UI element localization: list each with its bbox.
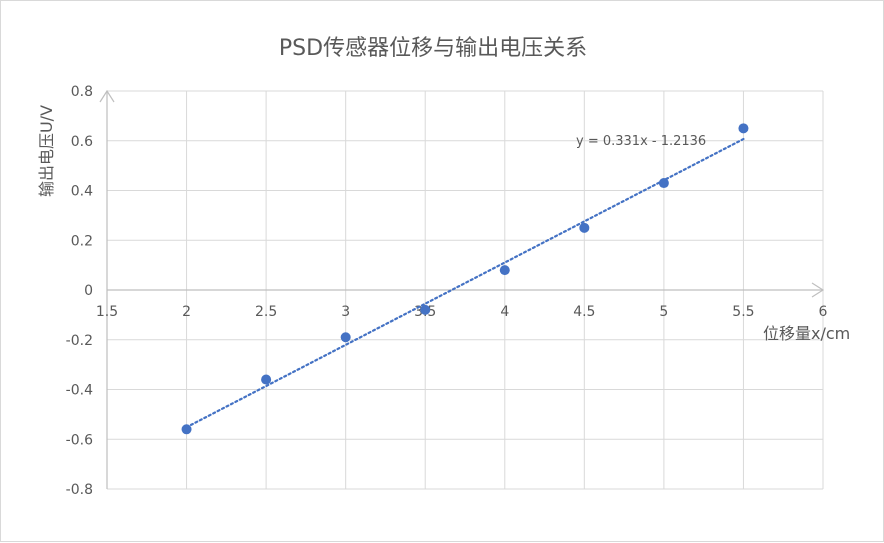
x-tick-label: 1.5 — [96, 304, 118, 320]
x-tick-label: 4.5 — [573, 304, 595, 320]
x-tick-label: 6 — [819, 304, 828, 320]
y-tick-labels: -0.8 -0.6 -0.4 -0.2 0 0.2 0.4 0.6 0.8 — [66, 84, 93, 498]
y-axis-arrow — [99, 89, 115, 103]
x-tick-label: 3 — [341, 304, 350, 320]
trendline-group — [185, 137, 745, 429]
data-point — [579, 222, 590, 233]
data-point — [499, 265, 510, 276]
trendline — [185, 137, 745, 429]
x-tick-label: 2.5 — [255, 304, 277, 320]
x-tick-label: 2 — [182, 304, 191, 320]
data-point — [340, 332, 351, 343]
y-axis-label: 输出电压U/V — [37, 105, 56, 197]
y-tick-label: 0.6 — [71, 134, 93, 150]
y-tick-label: -0.2 — [66, 333, 93, 349]
data-point — [658, 178, 669, 189]
data-point — [261, 374, 272, 385]
data-point — [738, 123, 749, 134]
y-tick-label: 0.8 — [71, 84, 93, 100]
x-tick-label: 5 — [659, 304, 668, 320]
data-point — [181, 424, 192, 435]
x-tick-label: 5.5 — [732, 304, 754, 320]
x-tick-label: 4 — [500, 304, 509, 320]
x-axis-label: 位移量x/cm — [763, 324, 850, 343]
data-points — [181, 123, 749, 435]
y-tick-label: -0.4 — [66, 383, 93, 399]
y-tick-label: -0.6 — [66, 432, 93, 448]
y-tick-label: 0.2 — [71, 233, 93, 249]
y-tick-label: 0.4 — [71, 184, 93, 200]
chart-title: PSD传感器位移与输出电压关系 — [279, 36, 587, 61]
x-tick-labels: 1.522.533.544.555.56 — [96, 304, 828, 320]
trendline-equation: y = 0.331x - 1.2136 — [576, 134, 706, 149]
y-tick-label: -0.8 — [66, 482, 93, 498]
axes — [99, 89, 825, 489]
x-axis-arrow — [811, 282, 825, 298]
data-point — [420, 304, 431, 315]
y-tick-label: 0 — [84, 283, 93, 299]
